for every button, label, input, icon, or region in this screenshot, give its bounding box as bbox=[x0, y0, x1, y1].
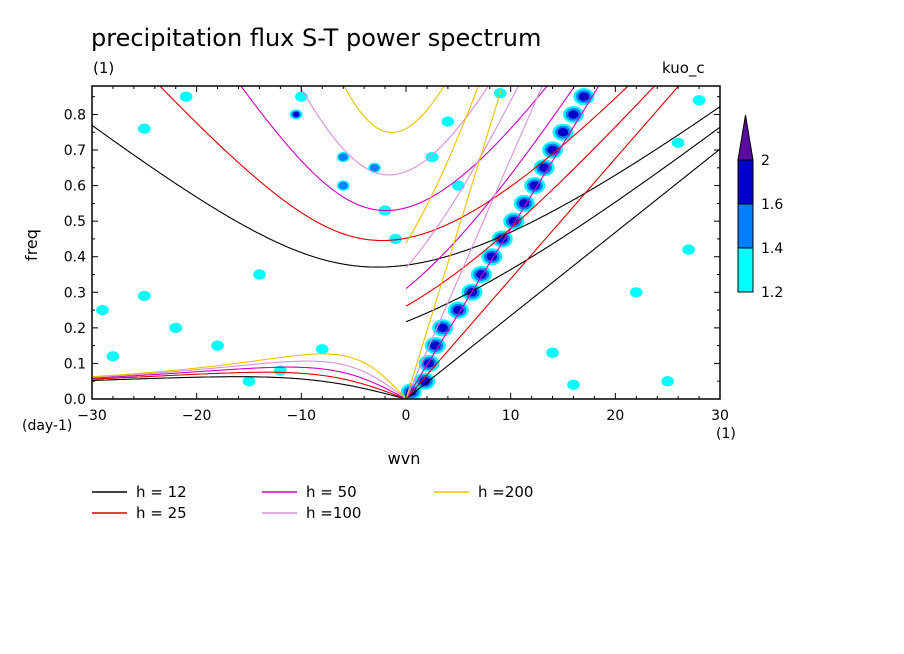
x-tick-label: 20 bbox=[606, 408, 624, 424]
kelvin-ridge-blob bbox=[573, 88, 595, 106]
y-tick-label: 0.4 bbox=[64, 250, 86, 266]
colorbar-swatch bbox=[737, 247, 754, 293]
contour-blob bbox=[671, 137, 685, 149]
y-tick-label: 0.8 bbox=[64, 107, 86, 123]
legend-entry: h =100 bbox=[262, 504, 361, 522]
contour-blob bbox=[179, 91, 193, 102]
legend-entry: h = 12 bbox=[92, 483, 187, 501]
y-tick-label: 0.6 bbox=[64, 179, 86, 195]
contour-blob bbox=[682, 244, 695, 255]
colorbar-label: 1.2 bbox=[761, 285, 783, 301]
dispersion-curve-h100 bbox=[92, 86, 543, 399]
dispersion-curve-layer bbox=[92, 86, 720, 399]
y-tick-label: 0.5 bbox=[64, 214, 86, 230]
contour-blob bbox=[211, 340, 224, 351]
dispersion-curve-h50 bbox=[92, 86, 600, 399]
legend: h = 12 h = 25 h = 50 h =100 h =200 bbox=[92, 483, 533, 522]
y-tick-label: 0.0 bbox=[64, 392, 86, 408]
y-tick-label: 0.1 bbox=[64, 356, 86, 372]
contour-blob bbox=[629, 287, 643, 298]
contour-blob bbox=[441, 116, 455, 127]
contour-blob bbox=[96, 304, 109, 316]
colorbar-label: 1.6 bbox=[761, 197, 783, 213]
kelvin-ridge-blob bbox=[524, 177, 546, 195]
colorbar-swatch bbox=[737, 159, 754, 205]
dispersion-curve-h25 bbox=[92, 86, 680, 399]
x-tick-label: 0 bbox=[402, 408, 411, 424]
legend-label: h = 50 bbox=[306, 483, 357, 501]
axis-ticks: −30 −20 −10 0 10 20 30 0.0 0.1 0.2 0.3 0.4 0.5 0.6 0.7… bbox=[64, 86, 729, 424]
colorbar-label: 1.4 bbox=[761, 241, 783, 257]
legend-label: h = 25 bbox=[136, 504, 187, 522]
chart-subtitle-left: (1) bbox=[93, 59, 114, 77]
contour-blob bbox=[106, 351, 120, 362]
contour-blob bbox=[169, 322, 183, 333]
contour-blob bbox=[138, 290, 151, 301]
contour-blob bbox=[242, 376, 256, 387]
y-axis-unit: (day-1) bbox=[22, 418, 72, 434]
dispersion-curve-h12 bbox=[92, 106, 720, 399]
y-axis-label: freq bbox=[22, 229, 41, 261]
x-tick-label: 10 bbox=[502, 408, 520, 424]
plot-area bbox=[92, 86, 720, 399]
contour-blob bbox=[546, 347, 559, 358]
legend-label: h = 12 bbox=[136, 483, 187, 501]
contour-blob bbox=[452, 180, 465, 191]
x-axis-label: wvn bbox=[388, 449, 421, 468]
legend-entry: h =200 bbox=[434, 483, 533, 501]
x-tick-label: −20 bbox=[182, 408, 212, 424]
kelvin-ridge-blob bbox=[533, 159, 555, 177]
kelvin-ridge-blob bbox=[432, 319, 454, 337]
y-tick-label: 0.2 bbox=[64, 321, 86, 337]
contour-blob bbox=[567, 379, 580, 390]
contour-fill-layer bbox=[96, 88, 706, 399]
dispersion-curve-h200 bbox=[92, 86, 503, 399]
colorbar-extend-arrow bbox=[737, 114, 754, 161]
contour-blob bbox=[289, 109, 303, 120]
chart-subtitle-right: kuo_c bbox=[662, 59, 705, 78]
contour-blob bbox=[336, 180, 350, 191]
kelvin-ridge-blob bbox=[414, 372, 436, 390]
y-tick-label: 0.3 bbox=[64, 285, 86, 301]
contour-blob bbox=[368, 162, 381, 173]
contour-blob bbox=[253, 269, 266, 280]
contour-blob bbox=[661, 376, 674, 387]
colorbar: 1.2 1.4 1.6 2 bbox=[737, 114, 783, 301]
kelvin-ridge-blob bbox=[562, 105, 584, 123]
contour-blob bbox=[336, 152, 350, 163]
contour-blob bbox=[274, 365, 287, 376]
contour-blob bbox=[389, 233, 402, 245]
x-tick-label: 30 bbox=[711, 408, 729, 424]
kelvin-ridge-blob bbox=[470, 266, 492, 284]
x-axis-unit: (1) bbox=[716, 426, 736, 442]
contour-blob bbox=[138, 123, 151, 134]
kelvin-ridge-blob bbox=[447, 301, 469, 319]
x-tick-label: −30 bbox=[77, 408, 107, 424]
kelvin-ridge-blob bbox=[542, 141, 564, 159]
legend-label: h =100 bbox=[306, 504, 361, 522]
contour-blob bbox=[692, 95, 706, 106]
colorbar-swatch bbox=[737, 203, 754, 249]
y-tick-label: 0.7 bbox=[64, 143, 86, 159]
colorbar-label: 2 bbox=[761, 153, 770, 169]
legend-entry: h = 25 bbox=[92, 504, 187, 522]
legend-entry: h = 50 bbox=[262, 483, 357, 501]
chart-title: precipitation flux S-T power spectrum bbox=[91, 24, 541, 52]
contour-blob bbox=[425, 152, 439, 163]
legend-label: h =200 bbox=[478, 483, 533, 501]
contour-blob bbox=[315, 344, 329, 355]
x-tick-label: −10 bbox=[287, 408, 317, 424]
